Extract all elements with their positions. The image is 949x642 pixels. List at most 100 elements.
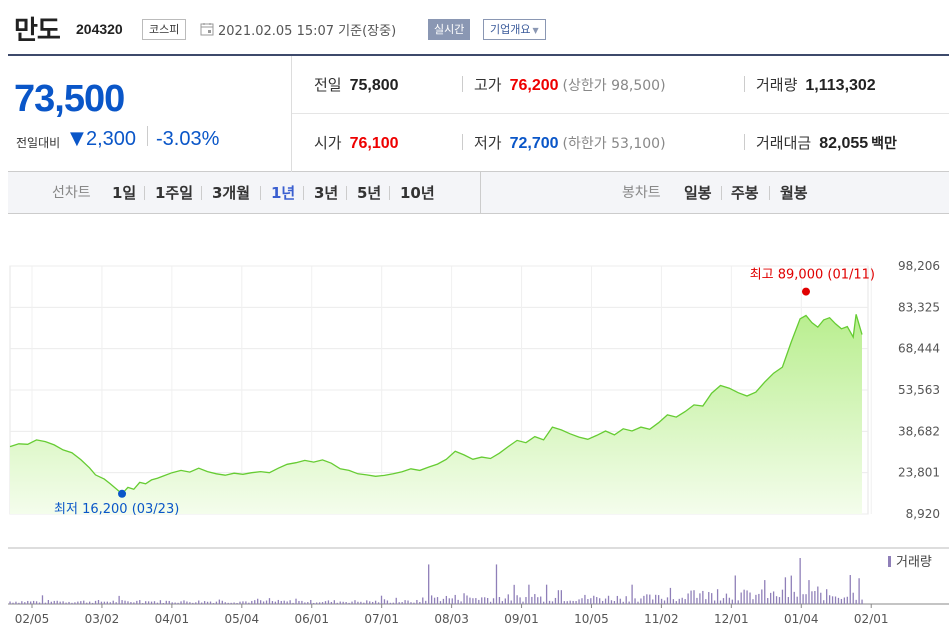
quote-panel: 73,500 전일대비 ▼ 2,300 -3.03% 전일 75,800 고가 76…	[8, 54, 949, 172]
volume-bar	[708, 592, 710, 604]
company-overview-dropdown[interactable]: 기업개요 ▼	[483, 19, 546, 40]
volume-bar	[734, 575, 736, 604]
volume-bar	[413, 602, 415, 604]
volume-bar	[198, 600, 200, 604]
volume-bar	[295, 598, 297, 604]
volume-bar	[548, 600, 551, 604]
volume-bar	[115, 602, 117, 604]
volume-bar	[339, 601, 341, 604]
volume-bar	[811, 591, 813, 604]
volume-bar	[103, 601, 106, 604]
volume-bar	[159, 600, 162, 604]
quote-row-2: 시가 76,100 저가 72,700 (하한가 53,100) 거래대금 82,055…	[292, 114, 949, 172]
tab-3m[interactable]: 3개월	[212, 184, 251, 202]
volume-bar	[669, 587, 672, 604]
volume-bar	[722, 598, 725, 604]
volume-bar	[9, 601, 11, 604]
volume-bar	[643, 595, 645, 604]
prev-close-label: 전일	[314, 76, 342, 94]
tab-1w[interactable]: 1주일	[155, 184, 194, 202]
volume-bar	[820, 592, 822, 604]
volume-bar	[681, 597, 683, 604]
volume-bar	[831, 596, 834, 604]
volume-bar	[316, 602, 318, 604]
tab-5y[interactable]: 5년	[357, 184, 382, 202]
volume-bar	[428, 564, 430, 604]
volume-bar	[814, 591, 816, 604]
volume-bar	[363, 602, 365, 604]
y-tick-label: 98,206	[898, 259, 940, 273]
volume-bar	[457, 599, 459, 604]
volume-bar	[719, 600, 722, 604]
volume-bar	[531, 596, 533, 604]
amount-label: 거래대금	[756, 134, 812, 152]
volume-bar	[80, 601, 82, 604]
volume-bar	[504, 598, 506, 604]
low-marker	[118, 489, 127, 498]
volume-bar	[301, 600, 303, 604]
volume-bar	[569, 600, 571, 604]
tab-1y[interactable]: 1년	[271, 184, 296, 202]
volume-bar	[165, 600, 167, 604]
volume-bar	[439, 601, 442, 604]
volume-bar	[454, 594, 456, 604]
volume-bar	[534, 594, 536, 604]
volume-bar	[861, 599, 863, 604]
prev-close-value: 75,800	[349, 77, 399, 94]
low-value: 72,700	[509, 135, 559, 152]
volume-bar	[100, 601, 103, 604]
volume-bar	[53, 600, 55, 604]
tab-10y[interactable]: 10년	[400, 184, 435, 202]
volume-bar	[41, 595, 44, 604]
volume-bar	[354, 600, 356, 604]
volume-bar	[492, 598, 495, 604]
tab-1d[interactable]: 1일	[112, 184, 137, 202]
high-annotation: 최고 89,000 (01/11)	[750, 268, 875, 283]
volume-bar	[436, 597, 439, 604]
volume-bar	[634, 598, 636, 604]
volume-bar	[265, 600, 268, 604]
volume-legend-swatch	[888, 556, 891, 567]
volume-bar	[212, 603, 215, 604]
volume-bar	[336, 602, 338, 604]
tab-daily-candle[interactable]: 일봉	[684, 184, 712, 202]
volume-bar	[781, 589, 784, 604]
volume-bar	[21, 601, 23, 604]
volume-bar	[590, 598, 592, 604]
tab-monthly-candle[interactable]: 월봉	[780, 184, 808, 202]
tab-3y[interactable]: 3년	[314, 184, 339, 202]
volume-bar	[268, 598, 271, 604]
price-area	[10, 314, 862, 514]
volume-bar	[481, 597, 483, 604]
volume-bar	[121, 600, 123, 604]
volume-bar	[407, 600, 409, 604]
price-chart[interactable]: 98,206 83,325 68,444 53,563 38,682 23,801 8,92…	[0, 214, 949, 642]
y-tick-label: 68,444	[898, 342, 940, 356]
volume-bar	[519, 597, 521, 604]
current-price: 73,500	[14, 78, 125, 120]
prev-close: 전일 75,800	[314, 56, 399, 114]
amount-unit: 백만	[871, 135, 897, 151]
low-label: 저가	[474, 134, 502, 152]
volume-bar	[259, 600, 262, 604]
current-price-block: 73,500 전일대비 ▼ 2,300 -3.03%	[8, 56, 292, 172]
volume-bar	[746, 590, 748, 604]
y-tick-label: 83,325	[898, 300, 940, 314]
volume-bar	[74, 602, 76, 604]
volume-bar	[242, 601, 244, 604]
x-tick-label: 07/01	[364, 612, 399, 626]
volume-bar	[631, 584, 633, 604]
volume-bar	[245, 601, 247, 604]
volume-bar	[702, 590, 704, 604]
tab-weekly-candle[interactable]: 주봉	[731, 184, 759, 202]
volume-bar	[133, 602, 135, 604]
volume-bar	[758, 593, 760, 604]
volume-bar	[451, 598, 453, 604]
volume-bar	[236, 602, 238, 604]
volume-bar	[262, 601, 265, 604]
volume-bar	[156, 602, 159, 604]
realtime-button[interactable]: 실시간	[428, 19, 471, 40]
volume-bar	[62, 601, 64, 604]
volume-bar	[321, 602, 324, 604]
volume-bar	[575, 601, 577, 604]
